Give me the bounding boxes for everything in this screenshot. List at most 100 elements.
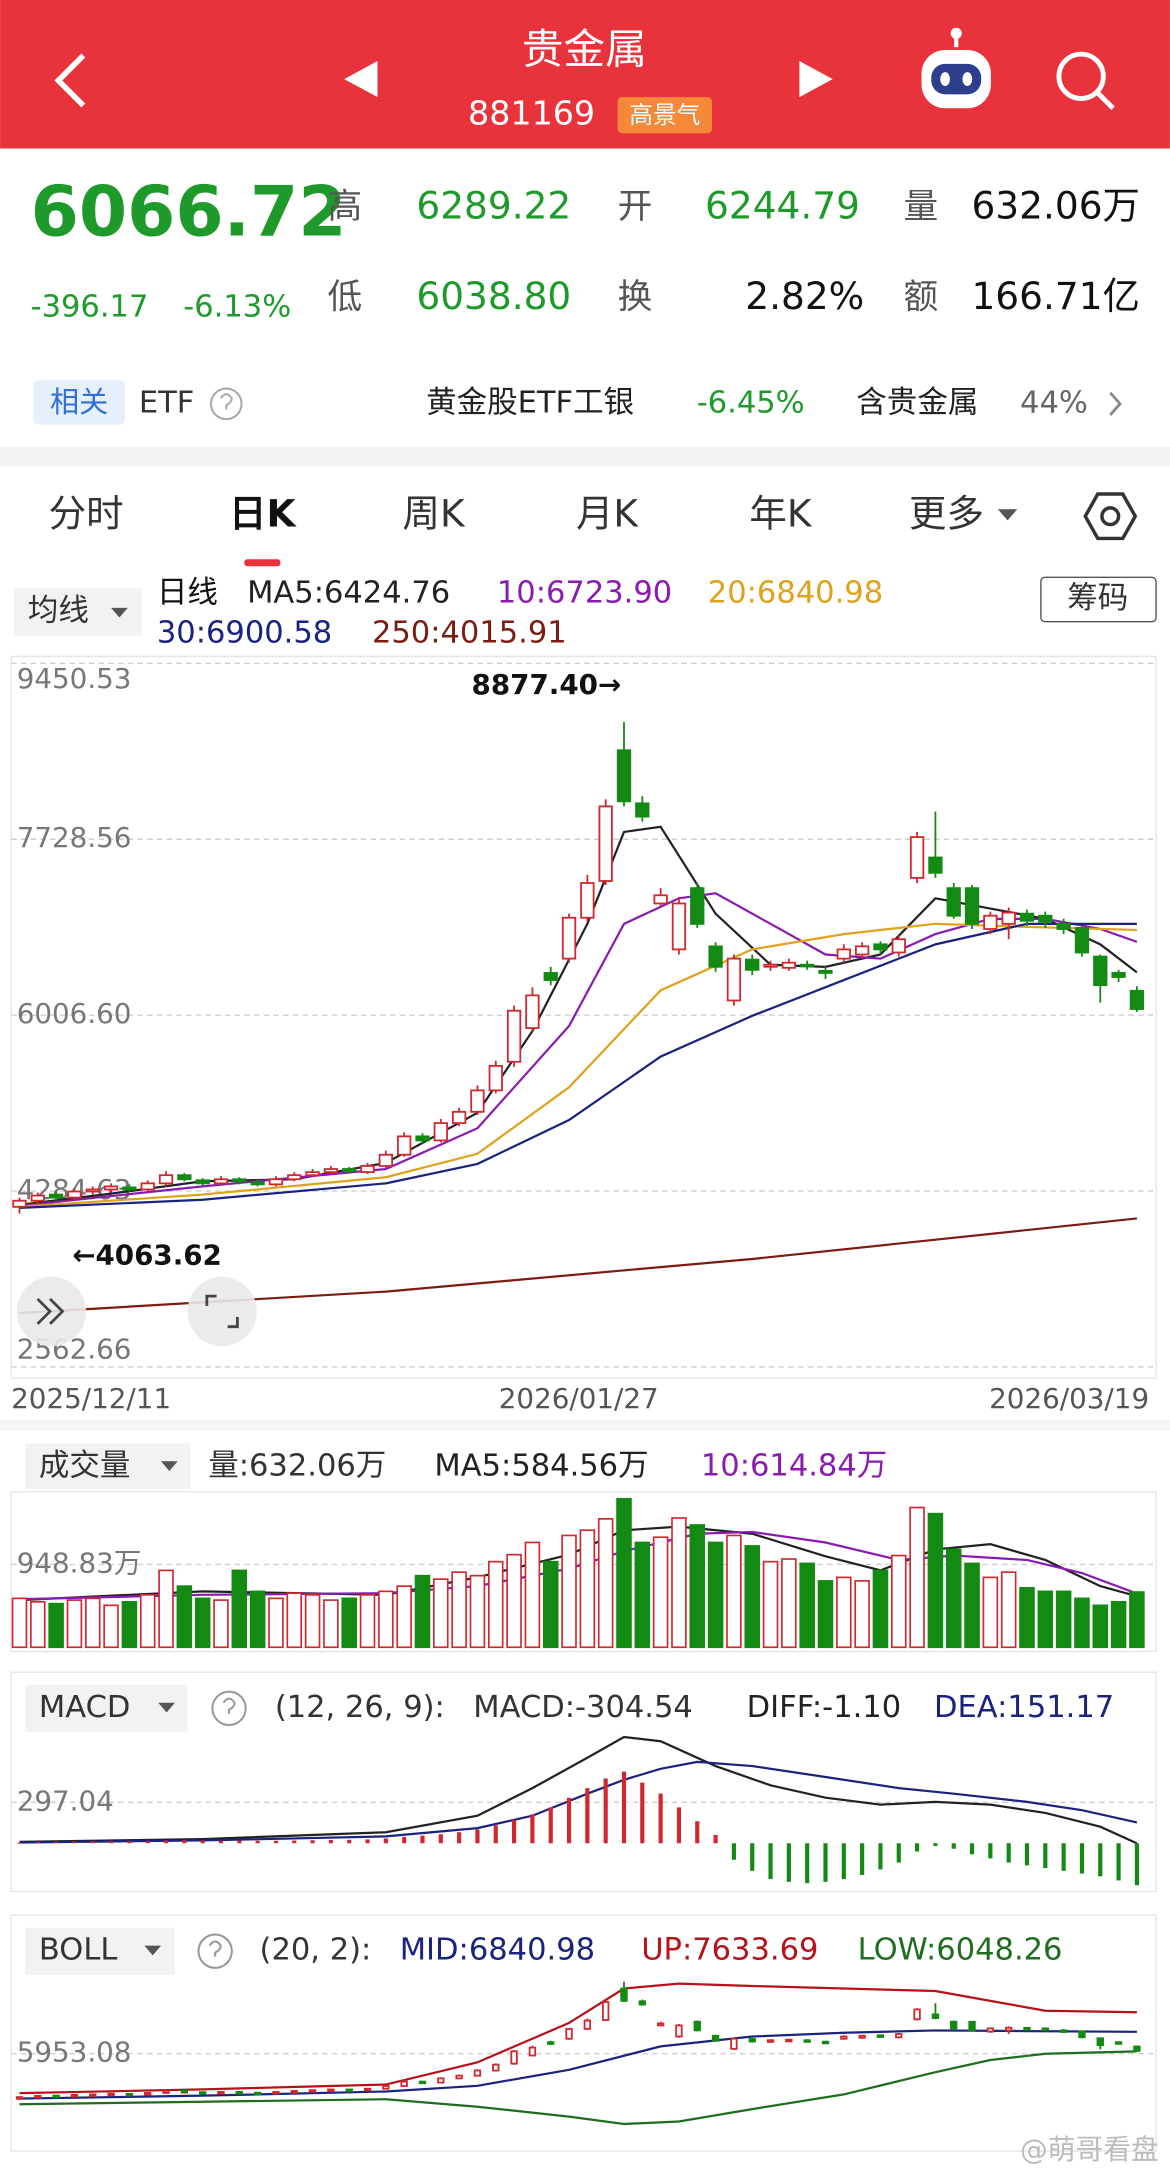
- overlay-button[interactable]: [205, 1294, 239, 1329]
- candle-body: [470, 1089, 485, 1113]
- panel-border: [10, 655, 1157, 1379]
- candle-body: [708, 945, 723, 968]
- watermark: @萌哥看盘: [1020, 2133, 1159, 2166]
- tag-bg: [33, 380, 125, 425]
- tab[interactable]: 月K: [576, 492, 639, 536]
- macd-bar: [200, 1840, 205, 1844]
- macd-bar: [310, 1840, 315, 1844]
- candle-body: [748, 2038, 756, 2043]
- overlay-button[interactable]: [36, 1297, 65, 1325]
- volume-bar: [781, 1558, 797, 1649]
- assistant-icon[interactable]: [921, 27, 991, 109]
- next-button[interactable]: [799, 61, 833, 98]
- macd-bar: [383, 1838, 388, 1844]
- candle-body: [653, 894, 668, 905]
- candle-body: [506, 1009, 522, 1063]
- candle-body: [620, 1987, 628, 2002]
- candle-body: [547, 2041, 555, 2045]
- candle-body: [70, 2093, 79, 2098]
- line: [19, 2029, 1137, 2100]
- candle-body: [730, 2037, 738, 2050]
- macd-bar: [163, 1840, 169, 1844]
- candle-body: [1129, 989, 1145, 1010]
- prev-button[interactable]: [344, 61, 378, 98]
- back-button[interactable]: [54, 53, 86, 108]
- volume-bar: [817, 1580, 834, 1649]
- candle-body: [455, 2074, 463, 2080]
- fund[interactable]: 黄金股ETF工银: [426, 385, 634, 420]
- volume-bar: [634, 1541, 651, 1649]
- indicator-button[interactable]: [25, 1684, 188, 1732]
- chip-button[interactable]: [1040, 576, 1157, 623]
- candle-body: [528, 2046, 537, 2057]
- separator: [0, 1419, 1170, 1431]
- panel-border: [10, 1914, 1157, 2152]
- hist-label: MACD:-304.54: [473, 1690, 693, 1725]
- volume-bar: [927, 1512, 944, 1649]
- tag: 相关: [50, 385, 108, 419]
- candle-body: [763, 963, 778, 968]
- value: 2.82%: [745, 274, 864, 318]
- label: 开: [618, 187, 653, 227]
- line: [19, 922, 1137, 1210]
- candle-body: [803, 2039, 811, 2043]
- chip: 筹码: [1067, 581, 1128, 616]
- candle-body: [400, 2080, 408, 2087]
- candle-body: [635, 802, 650, 818]
- macd-bar: [109, 1841, 114, 1844]
- badge: 高景气: [629, 101, 700, 129]
- candle-body: [895, 2033, 903, 2039]
- candle-body: [1074, 927, 1090, 954]
- macd-bar: [328, 1839, 333, 1844]
- panel-title: 成交量: [39, 1448, 131, 1483]
- candle-body: [268, 1178, 284, 1186]
- tab[interactable]: 更多: [909, 492, 984, 536]
- candle-body: [162, 2090, 170, 2094]
- settings-icon[interactable]: [1083, 492, 1138, 541]
- help-icon[interactable]: [197, 1933, 233, 1969]
- volume-bar: [561, 1534, 577, 1649]
- volume-bar: [964, 1562, 980, 1649]
- volume-bar: [671, 1517, 687, 1649]
- tab[interactable]: 周K: [403, 492, 466, 536]
- tab-active[interactable]: 日K: [229, 492, 297, 536]
- overlay-button[interactable]: [187, 1276, 257, 1347]
- legend-entry: MA5:584.56万: [434, 1448, 648, 1483]
- candle-body: [89, 2093, 97, 2097]
- indicator-button[interactable]: [25, 1443, 191, 1490]
- candle-body: [726, 957, 742, 1002]
- volume-bar: [231, 1569, 248, 1649]
- tab[interactable]: 分时: [49, 492, 124, 536]
- fund-change: -6.45%: [697, 385, 805, 420]
- legend-entry: 30:6900.58: [157, 616, 332, 651]
- candle-body: [305, 1171, 320, 1177]
- volume-bar: [1019, 1587, 1035, 1649]
- help-icon[interactable]: [211, 1690, 247, 1727]
- help-icon[interactable]: [209, 387, 243, 421]
- candle-body: [891, 938, 906, 954]
- macd-bar: [951, 1843, 956, 1849]
- label: 低: [328, 277, 363, 317]
- macd-bar: [658, 1793, 663, 1844]
- volume-bar: [139, 1594, 156, 1649]
- candle-body: [840, 2035, 848, 2040]
- legend-entry: MA5:6424.76: [247, 575, 450, 610]
- chart-overlay: [16, 1276, 257, 1347]
- chevron[interactable]: [1109, 391, 1122, 416]
- search-button[interactable]: [1056, 51, 1115, 110]
- volume-bar: [1000, 1571, 1017, 1649]
- label: 量: [903, 187, 938, 227]
- tab[interactable]: 年K: [749, 492, 812, 536]
- volume-bar: [1110, 1601, 1127, 1649]
- macd-bar: [35, 1842, 40, 1844]
- current-volume: 量:632.06万: [208, 1448, 386, 1483]
- volume-bar: [1129, 1591, 1145, 1649]
- volume-bar: [11, 1597, 28, 1649]
- volume-bar: [762, 1560, 779, 1649]
- legend-entry: DIFF:-1.10: [747, 1690, 901, 1725]
- label: 高: [328, 187, 363, 227]
- candle-body: [986, 2027, 995, 2033]
- macd-bar: [768, 1843, 773, 1880]
- candle-body: [525, 994, 540, 1029]
